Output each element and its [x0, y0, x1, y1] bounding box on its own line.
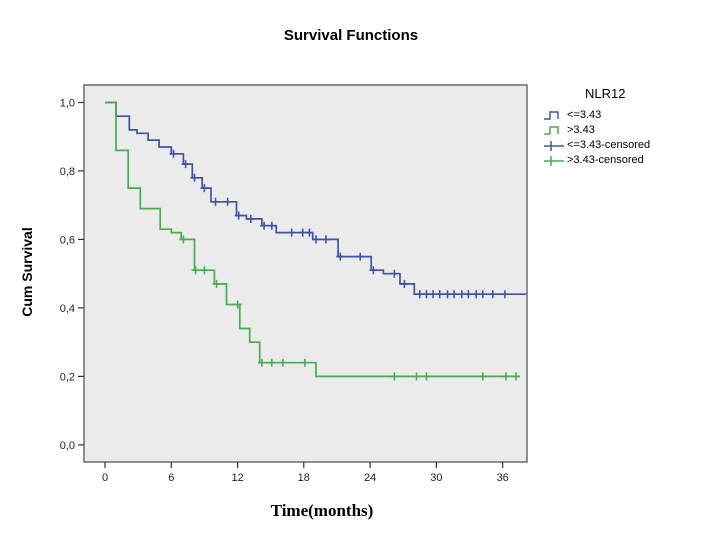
censor-mark	[390, 372, 399, 381]
legend-entry-label: >3.43	[567, 124, 595, 136]
censor-mark	[234, 211, 243, 220]
legend-entry: >3.43-censored	[543, 153, 650, 167]
censor-mark	[502, 372, 510, 381]
censor-mark	[305, 228, 314, 237]
legend: NLR12 <=3.43 >3.43 <=3.43-censored >3.43…	[543, 86, 650, 168]
legend-entry-label: <=3.43-censored	[567, 139, 651, 151]
censor-mark	[412, 372, 421, 381]
plot-area	[83, 84, 528, 463]
x-tick-label: 0	[102, 472, 108, 484]
censor-mark	[246, 214, 255, 223]
legend-entry: >3.43	[543, 123, 650, 137]
legend-title: NLR12	[585, 86, 626, 101]
censor-mark	[267, 358, 276, 367]
censor-mark	[169, 149, 178, 158]
censor-mark	[300, 358, 309, 367]
y-tick-label: 0,4	[60, 303, 75, 315]
censor-mark	[191, 266, 200, 275]
censor-mark	[336, 252, 345, 261]
legend-entry-label: >3.43-censored	[567, 154, 644, 166]
censor-mark	[512, 372, 520, 381]
legend-step-swatch-icon	[544, 110, 559, 120]
series-curve	[105, 101, 520, 378]
y-tick-label: 1,0	[60, 98, 75, 110]
x-tick-label: 30	[430, 472, 442, 484]
x-tick-label: 6	[168, 472, 174, 484]
y-tick-label: 0,2	[60, 371, 75, 383]
censor-mark	[179, 235, 188, 244]
x-tick-label: 12	[231, 472, 243, 484]
censor-mark	[312, 235, 320, 244]
x-tick-label: 18	[298, 472, 310, 484]
x-tick-label: 36	[497, 472, 509, 484]
censor-mark	[415, 290, 424, 299]
censor-mark	[488, 290, 497, 299]
legend-censor-swatch-icon	[544, 155, 564, 166]
legend-entry-label: <=3.43	[567, 109, 602, 121]
censor-mark	[422, 372, 431, 381]
x-tick-label: 24	[364, 472, 376, 484]
censor-mark	[478, 372, 487, 381]
censor-mark	[257, 358, 266, 367]
censor-mark	[450, 290, 459, 299]
y-tick-label: 0,6	[60, 234, 75, 246]
legend-entry: <=3.43-censored	[543, 138, 650, 152]
censor-mark	[260, 221, 269, 230]
censor-mark	[190, 173, 199, 182]
censor-mark	[390, 269, 399, 278]
y-tick-label: 0,8	[60, 166, 75, 178]
y-tick-label: 0,0	[60, 440, 75, 452]
censor-mark	[464, 290, 473, 299]
censor-mark	[200, 184, 209, 193]
censor-mark	[181, 160, 190, 169]
censor-mark	[267, 221, 276, 230]
censor-mark	[478, 290, 487, 299]
chart-title: Survival Functions	[283, 27, 419, 44]
censor-mark	[500, 290, 509, 299]
censor-mark	[223, 197, 232, 206]
legend-step-swatch-icon	[544, 125, 559, 135]
censor-mark	[211, 197, 220, 206]
censor-mark	[298, 228, 307, 237]
censor-mark	[369, 266, 378, 275]
censor-mark	[200, 266, 209, 275]
legend-entry: <=3.43	[543, 108, 650, 122]
censor-mark	[321, 235, 330, 244]
censor-mark	[356, 252, 365, 261]
censor-mark	[278, 358, 287, 367]
censor-mark	[287, 228, 296, 237]
x-axis-label: Time(months)	[270, 501, 374, 520]
legend-censor-swatch-icon	[544, 140, 564, 151]
censor-mark	[212, 279, 221, 288]
censor-mark	[233, 300, 242, 309]
censor-mark	[435, 290, 444, 299]
y-axis-label: Cum Survival	[19, 227, 35, 317]
censor-mark	[400, 279, 409, 288]
